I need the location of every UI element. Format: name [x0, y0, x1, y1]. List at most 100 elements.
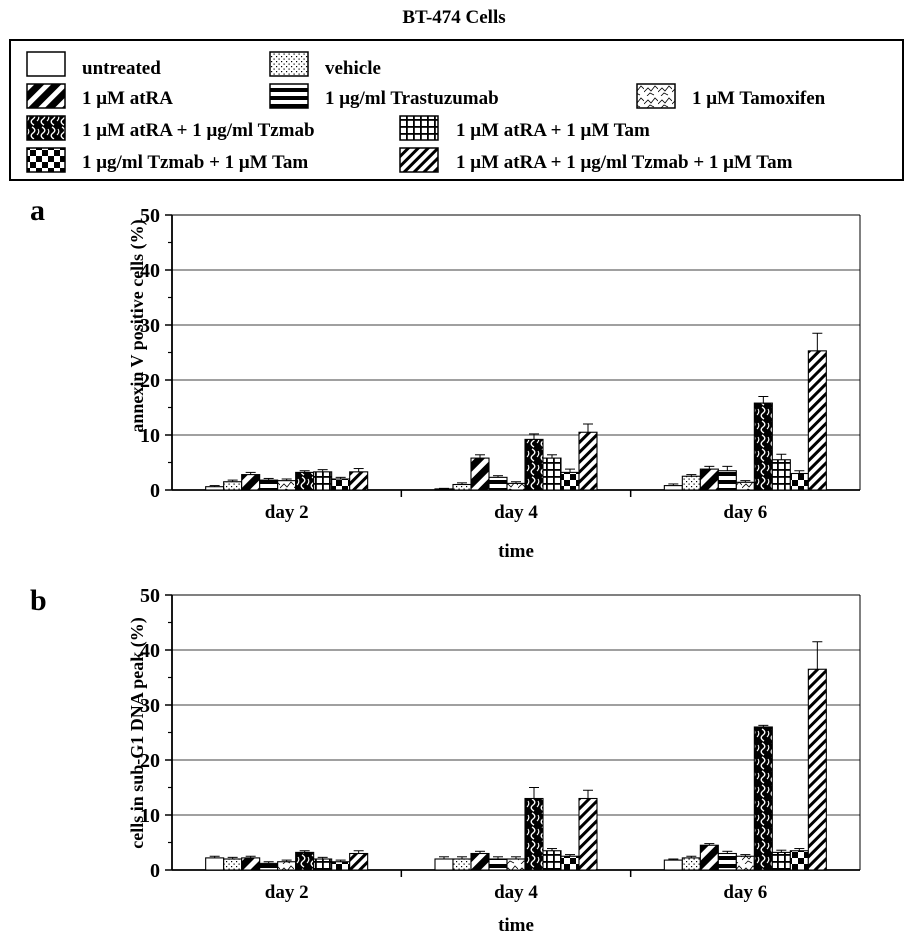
bar [259, 862, 279, 871]
bar [313, 471, 333, 491]
legend-swatch [399, 147, 439, 173]
bar [223, 481, 243, 491]
bar [789, 472, 809, 491]
bar [524, 438, 544, 491]
legend-swatch [26, 115, 66, 141]
bar [524, 797, 544, 871]
y-tick-label: 30 [140, 695, 160, 717]
legend-item-untreated: untreated [26, 51, 161, 79]
bar [699, 844, 719, 871]
bar [470, 457, 490, 491]
bar [277, 480, 297, 491]
legend-swatch [26, 147, 66, 173]
legend-item-tam: 1 μM Tamoxifen [636, 83, 826, 109]
bar [241, 474, 261, 491]
bar [681, 475, 701, 491]
panel-label: a [30, 194, 45, 227]
bar [753, 726, 773, 871]
bar [807, 668, 827, 871]
bar [681, 857, 701, 871]
legend-swatch [399, 115, 439, 141]
bar [259, 479, 279, 491]
bar [488, 858, 508, 871]
legend-label: 1 μM atRA [82, 88, 173, 109]
bar [434, 488, 454, 491]
y-tick-label: 40 [140, 640, 160, 662]
y-tick-label: 10 [140, 805, 160, 827]
bar [277, 861, 297, 871]
x-tick-label: day 2 [265, 502, 309, 523]
bar [771, 851, 791, 871]
legend-label: 1 μM atRA + 1 μg/ml Tzmab + 1 μM Tam [456, 152, 793, 173]
x-axis-title: time [498, 915, 534, 936]
legend-item-tzmab-tam: 1 μg/ml Tzmab + 1 μM Tam [26, 147, 308, 173]
bar [542, 457, 562, 491]
bar [542, 850, 562, 871]
bar [223, 858, 243, 871]
y-axis-title: annexin V positive cells (%) [127, 219, 148, 432]
bar [331, 478, 351, 491]
legend-label: vehicle [325, 58, 381, 79]
panel-b: b cells in sub-G1 DNA peak (%) time 0 10 2… [30, 584, 861, 936]
legend-frame [9, 39, 904, 181]
bar [578, 797, 598, 871]
legend-swatch [636, 83, 676, 109]
legend-label: 1 μg/ml Trastuzumab [325, 88, 499, 109]
bar [349, 471, 369, 491]
bar [241, 857, 261, 871]
legend-swatch [269, 83, 309, 109]
y-tick-label: 20 [140, 750, 160, 772]
x-tick-label: day 6 [723, 502, 767, 523]
y-tick-label: 10 [140, 425, 160, 447]
y-tick-label: 50 [140, 205, 160, 227]
bar [663, 859, 683, 871]
legend: untreated vehicle 1 μM atRA 1 μg/ml Tras… [9, 39, 904, 181]
legend-label: 1 μM atRA + 1 μM Tam [456, 120, 650, 141]
legend-item-vehicle: vehicle [269, 51, 381, 79]
bar [313, 858, 333, 871]
bar [560, 855, 580, 871]
bar [717, 852, 737, 871]
legend-item-triple: 1 μM atRA + 1 μg/ml Tzmab + 1 μM Tam [399, 147, 793, 173]
bar [699, 468, 719, 491]
bar [506, 482, 526, 491]
legend-swatch [269, 51, 309, 77]
bar [735, 481, 755, 491]
legend-item-atra: 1 μM atRA [26, 83, 173, 109]
bar [717, 470, 737, 491]
legend-item-atra-tam: 1 μM atRA + 1 μM Tam [399, 115, 650, 141]
legend-label: 1 μM atRA + 1 μg/ml Tzmab [82, 120, 315, 141]
legend-swatch [26, 51, 66, 77]
y-tick-label: 50 [140, 585, 160, 607]
bar [205, 486, 225, 491]
y-tick-label: 0 [150, 480, 160, 502]
bar [488, 476, 508, 491]
bar [789, 850, 809, 871]
bar [295, 471, 315, 491]
bar [331, 861, 351, 871]
y-axis-title: cells in sub-G1 DNA peak (%) [127, 617, 148, 849]
y-tick-label: 30 [140, 315, 160, 337]
y-tick-label: 0 [150, 860, 160, 882]
x-axis-title: time [498, 541, 534, 562]
bar [663, 485, 683, 491]
bar [560, 471, 580, 491]
bar [578, 431, 598, 491]
bar [205, 857, 225, 871]
bar [349, 852, 369, 871]
legend-item-atra-tzmab: 1 μM atRA + 1 μg/ml Tzmab [26, 115, 315, 141]
panel-label: b [30, 584, 47, 617]
bar [452, 483, 472, 491]
x-tick-label: day 4 [494, 502, 538, 523]
panel-a: a annexin V positive cells (%) time 0 10 2… [30, 194, 861, 562]
legend-swatch [26, 83, 66, 109]
x-tick-label: day 2 [265, 882, 309, 903]
legend-label: untreated [82, 58, 161, 79]
legend-label: 1 μM Tamoxifen [692, 88, 826, 109]
bar [452, 858, 472, 871]
bar [771, 459, 791, 491]
x-tick-label: day 4 [494, 882, 538, 903]
legend-label: 1 μg/ml Tzmab + 1 μM Tam [82, 152, 308, 173]
bar [753, 402, 773, 491]
